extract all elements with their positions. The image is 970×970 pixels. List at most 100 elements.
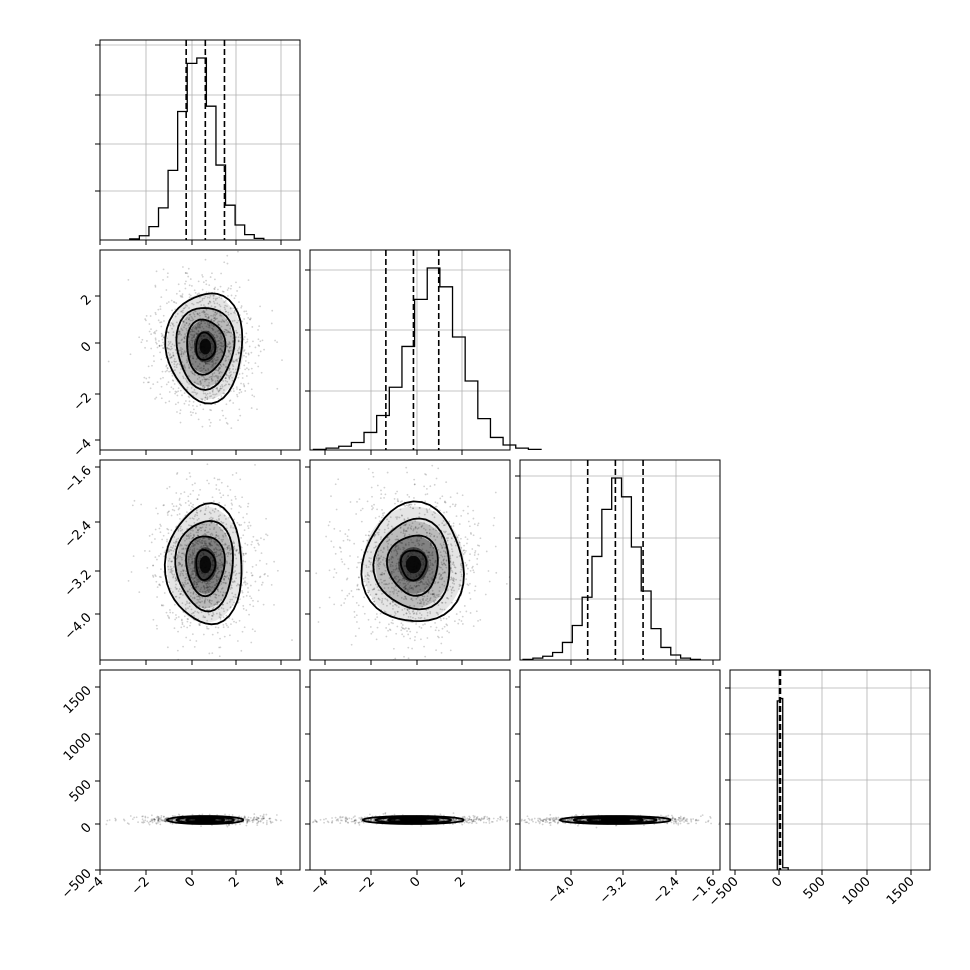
scatter-point: [182, 645, 184, 648]
scatter-point: [240, 305, 243, 307]
scatter-point: [216, 330, 219, 333]
scatter-point: [185, 576, 188, 579]
scatter-point: [224, 576, 227, 578]
scatter-point: [219, 492, 222, 495]
scatter-point: [171, 323, 174, 326]
scatter-point: [224, 572, 226, 575]
scatter-point: [214, 359, 217, 362]
scatter-point: [173, 365, 176, 368]
scatter-point: [138, 336, 141, 339]
scatter-point: [235, 564, 238, 567]
scatter-point: [250, 407, 253, 409]
scatter-point: [219, 375, 222, 378]
scatter-point: [218, 303, 221, 306]
scatter-point: [190, 370, 193, 373]
scatter-point: [225, 334, 228, 337]
scatter-point: [209, 528, 211, 531]
scatter-point: [216, 601, 218, 604]
scatter-point: [211, 614, 213, 617]
scatter-point: [175, 588, 178, 590]
scatter-point: [199, 590, 201, 593]
scatter-point: [236, 388, 238, 390]
scatter-point: [201, 325, 204, 328]
scatter-point: [151, 821, 154, 824]
scatter-point: [229, 598, 232, 601]
scatter-point: [177, 590, 180, 593]
scatter-point: [218, 329, 220, 332]
scatter-point: [325, 535, 328, 538]
scatter-point: [175, 492, 178, 494]
scatter-point: [180, 350, 183, 353]
scatter-point: [217, 380, 219, 382]
scatter-point: [232, 390, 235, 393]
scatter-point: [407, 633, 410, 636]
scatter-point: [477, 553, 480, 556]
scatter-point: [232, 581, 235, 584]
scatter-point: [202, 408, 205, 411]
scatter-point: [406, 471, 408, 474]
scatter-point: [393, 498, 396, 500]
scatter-point: [178, 588, 181, 590]
scatter-point: [224, 532, 227, 535]
scatter-point: [199, 546, 202, 549]
scatter-point: [223, 330, 226, 333]
scatter-point: [181, 329, 184, 332]
scatter-point: [197, 543, 200, 545]
scatter-point: [218, 489, 221, 491]
scatter-point: [194, 526, 197, 529]
scatter-point: [243, 364, 246, 367]
scatter-point: [163, 320, 165, 322]
scatter-point: [230, 525, 232, 527]
scatter-point: [222, 607, 225, 610]
scatter-point: [395, 632, 398, 635]
scatter-point: [216, 588, 219, 591]
scatter-point: [190, 339, 193, 342]
scatter-point: [379, 612, 382, 615]
scatter-point: [202, 616, 205, 619]
scatter-point: [203, 513, 206, 516]
scatter-point: [242, 577, 245, 580]
scatter-point: [209, 295, 212, 297]
scatter-point: [217, 590, 220, 593]
scatter-point: [216, 579, 218, 582]
scatter-point: [410, 503, 413, 506]
scatter-point: [212, 612, 214, 614]
scatter-point: [183, 340, 186, 343]
scatter-point: [190, 576, 193, 579]
scatter-point: [194, 327, 196, 330]
scatter-point: [188, 536, 191, 538]
scatter-point: [182, 377, 185, 379]
scatter-point: [212, 364, 214, 367]
scatter-point: [219, 285, 222, 288]
scatter-point: [384, 668, 386, 670]
scatter-point: [163, 504, 165, 506]
scatter-point: [226, 546, 229, 549]
scatter-point: [235, 557, 238, 560]
scatter-point: [157, 815, 160, 818]
scatter-point: [257, 329, 259, 331]
scatter-point: [241, 372, 244, 375]
scatter-point: [221, 660, 223, 662]
scatter-point: [442, 617, 445, 620]
scatter-point: [244, 576, 247, 579]
scatter-point: [182, 266, 184, 268]
scatter-point: [175, 595, 178, 598]
scatter-point: [210, 618, 213, 620]
scatter-point: [161, 338, 164, 341]
scatter-point: [485, 550, 488, 553]
scatter-point: [131, 504, 134, 507]
scatter-point: [178, 544, 181, 547]
scatter-point: [180, 565, 183, 568]
scatter-point: [213, 287, 216, 290]
scatter-point: [357, 604, 360, 607]
scatter-point: [332, 576, 335, 579]
scatter-point: [249, 584, 252, 587]
scatter-point: [218, 332, 220, 335]
scatter-point: [180, 593, 183, 595]
scatter-point: [307, 531, 309, 533]
scatter-point: [233, 297, 236, 300]
scatter-point: [193, 389, 196, 391]
scatter-point: [218, 339, 221, 342]
y-tick-label: −4.0: [62, 610, 95, 643]
scatter-point: [242, 604, 245, 607]
